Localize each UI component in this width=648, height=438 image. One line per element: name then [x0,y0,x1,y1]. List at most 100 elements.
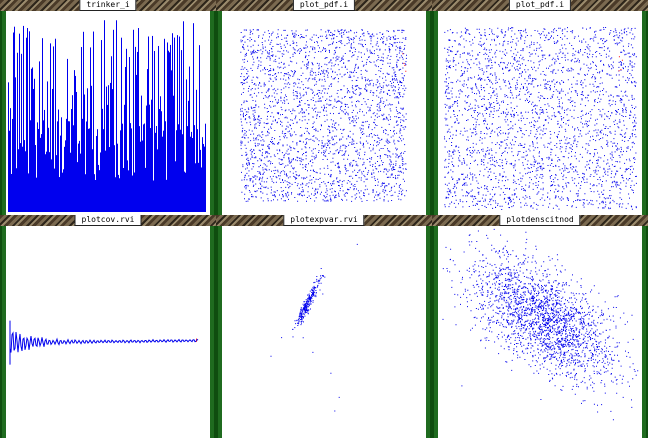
bar [205,123,206,212]
data-points [402,53,407,72]
point-cloud [270,243,358,412]
bar [152,35,153,212]
bar [196,89,197,212]
bar [46,151,47,212]
data-points [618,56,623,72]
bar [71,108,72,212]
bar [191,131,192,212]
bar [57,121,58,212]
bar [144,123,145,212]
bar [148,36,149,212]
bar [13,32,14,212]
bar [113,29,114,212]
data-points [196,338,197,342]
bar [195,163,196,212]
window-plot-pdf-2[interactable]: plot_pdf.i [432,0,648,215]
bar [37,122,38,212]
bar [52,88,53,212]
bar [122,123,123,212]
bar [49,152,50,212]
bar [89,128,90,212]
window-plotexpvar[interactable]: plotexpvar.rvi [216,215,432,438]
bar [168,50,169,212]
bar [36,177,37,212]
bar [114,145,115,212]
data-points [442,228,639,421]
bar [142,140,143,212]
point-cloud [196,338,197,342]
window-trinker[interactable]: trinker_i [0,0,216,215]
bar [92,149,93,212]
bar [184,171,185,212]
bar [153,180,154,212]
bar [104,20,105,212]
bar [154,50,155,212]
window-titlebar[interactable]: trinker_i [0,0,216,11]
bar [23,25,24,213]
bar [31,68,32,212]
window-titlebar[interactable]: plotdenscitnod [432,215,648,226]
point-cloud [444,27,637,210]
bar [156,126,157,212]
bar [146,105,147,212]
bar [48,127,49,212]
window-plotdens[interactable]: plotdenscitnod [432,215,648,438]
bar [177,35,178,212]
scatter-plot [444,27,637,210]
scatter-plot [240,29,407,202]
plot-area [438,226,642,438]
bar [102,108,103,212]
bar [95,180,96,212]
bar [176,130,177,212]
bar [190,136,191,212]
point-cloud [442,228,639,421]
bar [189,66,190,212]
bar [63,169,64,212]
series-line [9,331,199,353]
window-plot-pdf-1[interactable]: plot_pdf.i [216,0,432,215]
window-titlebar[interactable]: plotcov.rvi [0,215,216,226]
bar [60,135,61,212]
bar [82,118,83,212]
bar [186,79,187,213]
bar [65,140,66,212]
bar [58,109,59,212]
bar [138,28,139,213]
bar [79,140,80,212]
bar [68,121,69,212]
bar [201,167,202,212]
bar [103,129,104,212]
bar-series [8,20,206,213]
bar [29,31,30,212]
window-frame [216,11,432,215]
scatter-plot [270,243,358,412]
bar [117,143,118,212]
bar [10,108,11,212]
window-plotcov[interactable]: plotcov.rvi [0,215,216,438]
bar [34,78,35,212]
bar [128,170,129,212]
bar [162,136,163,212]
point-cloud [240,29,407,202]
bar [54,168,55,212]
window-titlebar[interactable]: plot_pdf.i [432,0,648,11]
window-titlebar[interactable]: plotexpvar.rvi [216,215,432,226]
bar [17,52,18,213]
bar [116,20,117,213]
bar [53,46,54,213]
bar [101,40,102,213]
line-plot [9,320,199,365]
bar [33,88,34,212]
bar [132,175,133,212]
bar [18,149,19,212]
bar [121,37,122,212]
bar [115,177,116,212]
window-titlebar[interactable]: plot_pdf.i [216,0,432,11]
bar [109,147,110,212]
window-title: plot_pdf.i [292,0,356,11]
bar [96,135,97,212]
bar [155,132,156,212]
bar [97,129,98,212]
bar [179,36,180,213]
bar [77,162,78,212]
